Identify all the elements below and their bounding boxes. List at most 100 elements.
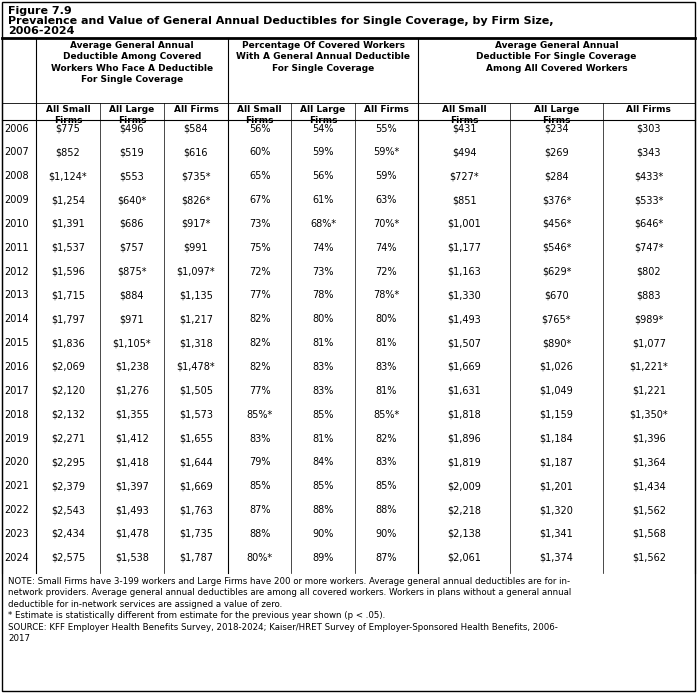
Text: 2017: 2017 [4,386,29,396]
Text: 83%: 83% [376,457,397,467]
Text: $991: $991 [184,243,208,253]
Text: $1,537: $1,537 [51,243,85,253]
Text: 2013: 2013 [4,290,29,301]
Text: $883: $883 [636,290,661,301]
Text: $1,412: $1,412 [115,434,149,444]
Text: $1,350*: $1,350* [629,410,668,420]
Text: 2021: 2021 [4,481,29,491]
Text: $1,276: $1,276 [115,386,149,396]
Text: 77%: 77% [249,386,270,396]
Text: $1,330: $1,330 [447,290,481,301]
Text: 80%*: 80%* [247,553,273,563]
Text: 2014: 2014 [4,315,29,324]
Text: $1,374: $1,374 [539,553,574,563]
Text: $1,596: $1,596 [51,267,85,277]
Text: 81%: 81% [312,338,334,348]
Text: $234: $234 [544,123,569,134]
Text: $1,201: $1,201 [539,481,574,491]
Text: 2016: 2016 [4,362,29,372]
Text: 83%: 83% [312,386,334,396]
Text: 90%: 90% [376,529,397,539]
Text: $826*: $826* [181,195,210,205]
Text: 2015: 2015 [4,338,29,348]
Text: $1,715: $1,715 [51,290,85,301]
Text: 2024: 2024 [4,553,29,563]
Text: $1,238: $1,238 [115,362,149,372]
Text: 68%*: 68%* [310,219,336,229]
Text: $1,819: $1,819 [447,457,481,467]
Text: $2,434: $2,434 [51,529,85,539]
Text: 85%: 85% [249,481,270,491]
Text: $2,543: $2,543 [51,505,85,515]
Text: $1,669: $1,669 [179,481,213,491]
Text: $851: $851 [452,195,477,205]
Text: $1,735: $1,735 [179,529,213,539]
Text: $2,271: $2,271 [51,434,85,444]
Text: $629*: $629* [542,267,571,277]
Text: $1,124*: $1,124* [49,171,87,182]
Text: 84%: 84% [312,457,334,467]
Text: 59%*: 59%* [373,148,399,157]
Text: $1,318: $1,318 [179,338,213,348]
Text: $1,221: $1,221 [632,386,666,396]
Text: $1,397: $1,397 [115,481,149,491]
Text: $1,787: $1,787 [179,553,213,563]
Text: All Small
Firms: All Small Firms [238,105,282,125]
Text: 72%: 72% [376,267,397,277]
Text: $852: $852 [56,148,80,157]
Text: 59%: 59% [376,171,397,182]
Text: $917*: $917* [181,219,210,229]
Text: $1,077: $1,077 [632,338,666,348]
Text: $1,364: $1,364 [632,457,666,467]
Text: 85%: 85% [312,481,334,491]
Text: 70%*: 70%* [373,219,399,229]
Text: 61%: 61% [312,195,334,205]
Text: $1,797: $1,797 [51,315,85,324]
Text: $1,507: $1,507 [447,338,481,348]
Text: $456*: $456* [542,219,571,229]
Text: $1,655: $1,655 [179,434,213,444]
Text: $1,669: $1,669 [447,362,481,372]
Text: 2019: 2019 [4,434,29,444]
Text: 88%: 88% [312,505,334,515]
Text: SOURCE: KFF Employer Health Benefits Survey, 2018-2024; Kaiser/HRET Survey of Em: SOURCE: KFF Employer Health Benefits Sur… [8,623,558,643]
Text: 75%: 75% [249,243,270,253]
Text: $553: $553 [120,171,144,182]
Text: Average General Annual
Deductible For Single Coverage
Among All Covered Workers: Average General Annual Deductible For Si… [476,41,636,73]
Text: $2,009: $2,009 [447,481,481,491]
Text: $2,069: $2,069 [51,362,85,372]
Text: $1,538: $1,538 [115,553,149,563]
Text: $303: $303 [636,123,661,134]
Text: $1,184: $1,184 [539,434,574,444]
Text: 85%: 85% [376,481,397,491]
Text: $1,391: $1,391 [51,219,85,229]
Text: Prevalence and Value of General Annual Deductibles for Single Coverage, by Firm : Prevalence and Value of General Annual D… [8,16,553,26]
Text: $1,001: $1,001 [447,219,481,229]
Text: Average General Annual
Deductible Among Covered
Workers Who Face A Deductible
Fo: Average General Annual Deductible Among … [51,41,213,85]
Text: 90%: 90% [312,529,334,539]
Text: $519: $519 [120,148,144,157]
Text: $875*: $875* [117,267,147,277]
Text: 82%: 82% [376,434,397,444]
Text: $1,097*: $1,097* [176,267,215,277]
Text: 2023: 2023 [4,529,29,539]
Text: $1,631: $1,631 [447,386,481,396]
Text: All Firms: All Firms [627,105,671,114]
Text: 74%: 74% [312,243,334,253]
Text: $1,221*: $1,221* [629,362,668,372]
Text: 2008: 2008 [4,171,29,182]
Text: * Estimate is statistically different from estimate for the previous year shown : * Estimate is statistically different fr… [8,611,385,620]
Text: 73%: 73% [312,267,334,277]
Text: $2,061: $2,061 [447,553,481,563]
Text: 88%: 88% [249,529,270,539]
Text: $775: $775 [56,123,80,134]
Text: All Large
Firms: All Large Firms [534,105,579,125]
Text: 60%: 60% [249,148,270,157]
Text: 74%: 74% [376,243,397,253]
Text: Figure 7.9: Figure 7.9 [8,6,72,16]
Text: 67%: 67% [249,195,270,205]
Text: 55%: 55% [376,123,397,134]
Text: $1,568: $1,568 [632,529,666,539]
Text: 88%: 88% [376,505,397,515]
Text: 83%: 83% [376,362,397,372]
